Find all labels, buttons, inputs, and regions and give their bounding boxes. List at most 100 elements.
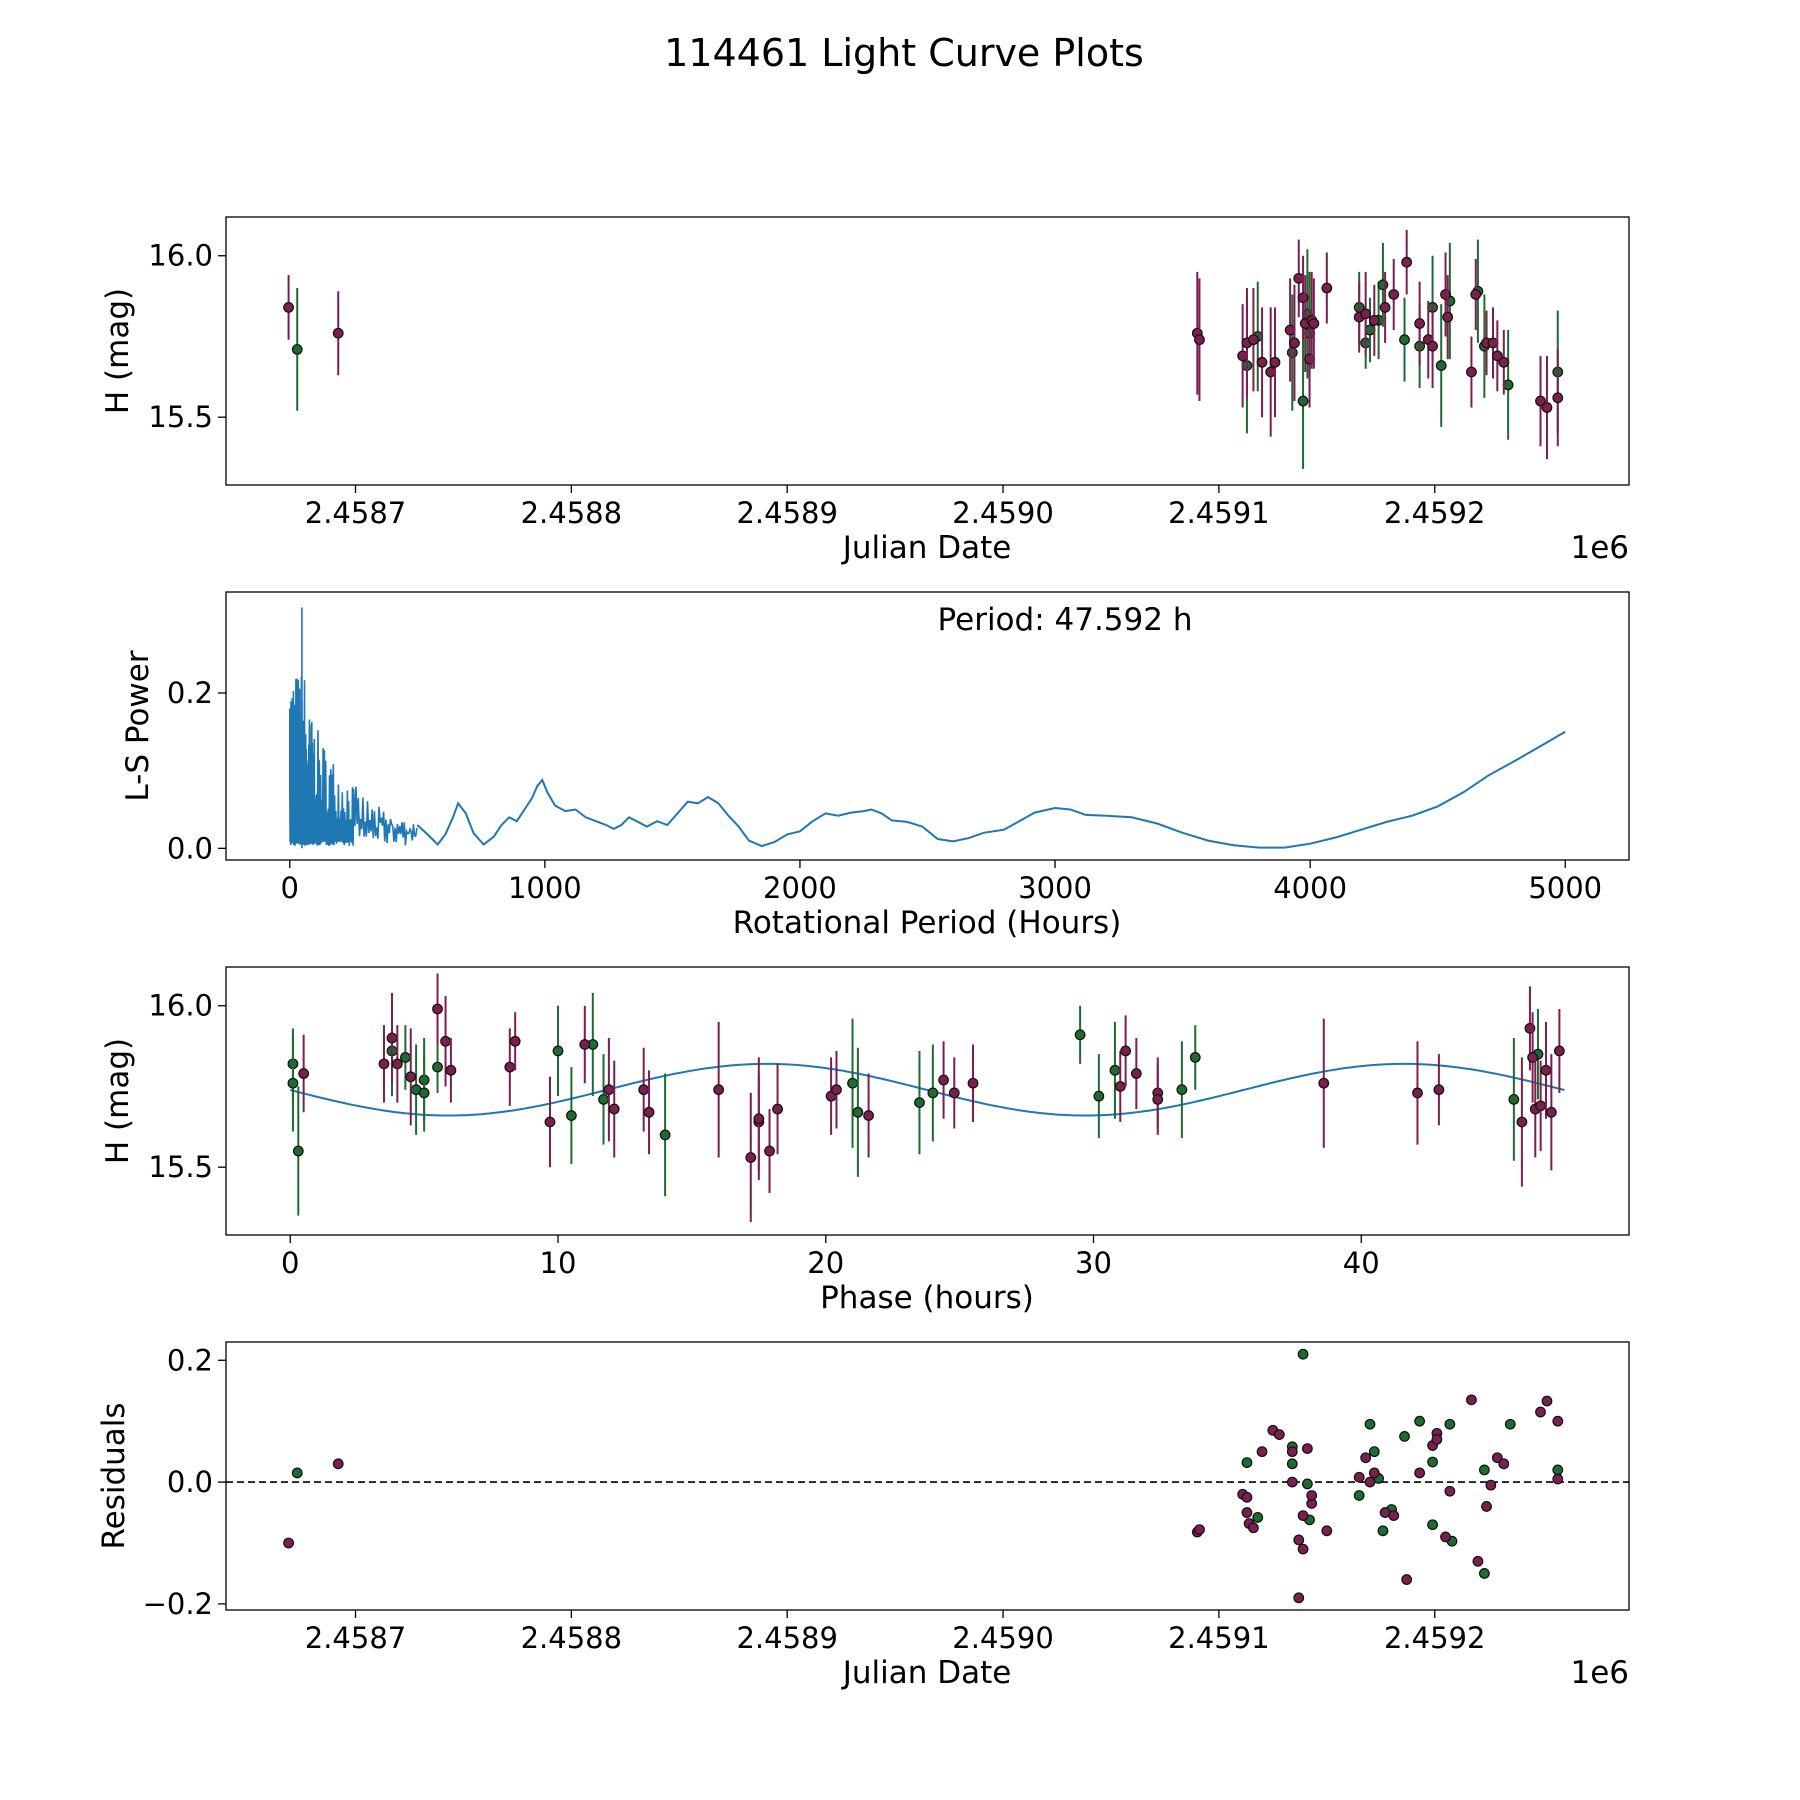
lightcurve-xtick-label: 2.4588 xyxy=(521,496,622,530)
residuals-xtick-label: 2.4591 xyxy=(1168,1621,1269,1655)
periodogram-ticks: 0 1000 2000 3000 4000 5000 0.0 0.2 xyxy=(167,676,1602,905)
lightcurve-point-r xyxy=(1321,282,1333,294)
phased-point-r xyxy=(967,1077,979,1089)
residuals-point-g xyxy=(1478,1568,1490,1579)
lightcurve-point-r xyxy=(1248,334,1259,346)
residuals-point-g xyxy=(1504,1418,1516,1430)
lightcurve-point-r xyxy=(1466,366,1477,378)
periodogram-frame xyxy=(225,591,1630,861)
lightcurve-data xyxy=(283,229,1564,469)
lightcurve-ytick-label: 15.5 xyxy=(148,400,213,434)
periodogram-xtick-label: 5000 xyxy=(1528,871,1602,905)
residuals-point-r xyxy=(332,1458,344,1470)
residuals-ytick-label: 0.2 xyxy=(167,1343,213,1377)
phased-point-r xyxy=(1114,1081,1126,1092)
phased-point-r xyxy=(764,1145,775,1157)
phased-point-g xyxy=(1093,1090,1105,1102)
residuals-point-g xyxy=(1364,1418,1376,1430)
phased-xtick-label: 10 xyxy=(540,1246,577,1280)
residuals-point-r xyxy=(1256,1446,1268,1458)
residuals-point-r xyxy=(1293,1592,1305,1604)
lightcurve-ylabel: H (mag) xyxy=(100,288,136,414)
phased-point-g xyxy=(565,1110,577,1121)
residuals-point-g xyxy=(1368,1446,1380,1458)
lightcurve-point-r xyxy=(1297,292,1309,304)
residuals-xlabel: Julian Date xyxy=(841,1655,1012,1691)
residuals-point-r xyxy=(1241,1491,1253,1503)
phased-point-r xyxy=(638,1084,650,1096)
residuals-point-r xyxy=(1306,1490,1318,1501)
phased-point-r xyxy=(1516,1116,1528,1128)
lightcurve-point-r xyxy=(1535,395,1546,407)
phased-point-r xyxy=(1540,1064,1552,1076)
phased-xtick-label: 30 xyxy=(1075,1246,1112,1280)
lightcurve-point-r xyxy=(1440,289,1451,300)
lightcurve-point-r xyxy=(1401,256,1413,268)
residuals-point-r xyxy=(1286,1476,1298,1488)
phased-point-g xyxy=(659,1129,671,1141)
lightcurve-point-r xyxy=(1414,318,1426,329)
residuals-point-r xyxy=(1321,1525,1333,1537)
residuals-xtick-label: 2.4587 xyxy=(305,1621,406,1655)
phased-point-g xyxy=(1508,1093,1520,1105)
lightcurve-panel: 2.4587 2.4588 2.4589 2.4590 2.4591 2.4592 15.5… xyxy=(100,216,1630,566)
residuals-point-g xyxy=(1353,1490,1365,1501)
phased-point-g xyxy=(1176,1084,1188,1096)
residuals-point-r xyxy=(1273,1429,1285,1440)
residuals-xtick-label: 2.4590 xyxy=(952,1621,1053,1655)
phased-point-r xyxy=(440,1035,451,1047)
phased-point-g xyxy=(552,1045,564,1057)
residuals-point-r xyxy=(1301,1443,1313,1454)
residuals-point-g xyxy=(1301,1478,1313,1490)
model-fit-curve xyxy=(290,1062,1565,1117)
phased-data xyxy=(287,973,1565,1223)
residuals-point-g xyxy=(1478,1464,1490,1476)
periodogram-data xyxy=(289,607,1566,849)
residuals-point-r xyxy=(1360,1452,1372,1464)
phased-point-r xyxy=(948,1087,960,1099)
phased-xtick-label: 0 xyxy=(281,1246,299,1280)
lightcurve-point-r xyxy=(1442,311,1454,323)
residuals-point-g xyxy=(1252,1512,1264,1523)
phased-point-r xyxy=(504,1061,516,1073)
lightcurve-point-g xyxy=(291,343,303,355)
phased-point-r xyxy=(603,1084,615,1096)
periodogram-xtick-label: 2000 xyxy=(763,871,837,905)
lightcurve-ytick-label: 16.0 xyxy=(148,239,213,273)
phased-xlabel: Phase (hours) xyxy=(820,1280,1034,1316)
phased-point-g xyxy=(432,1061,443,1073)
residuals-point-r xyxy=(1297,1510,1309,1521)
phased-point-r xyxy=(1553,1045,1565,1057)
residuals-point-r xyxy=(1414,1467,1426,1479)
phased-point-g xyxy=(399,1052,411,1063)
phased-point-g xyxy=(927,1087,939,1099)
phased-point-g xyxy=(1189,1052,1201,1063)
phased-point-r xyxy=(405,1071,417,1083)
phased-point-g xyxy=(418,1087,430,1099)
lightcurve-xtick-label: 2.4591 xyxy=(1168,496,1269,530)
residuals-point-r xyxy=(283,1537,294,1549)
lightcurve-point-r xyxy=(1256,356,1268,368)
lightcurve-point-r xyxy=(332,327,344,339)
phased-ticks: 0 10 20 30 40 15.5 16.0 xyxy=(148,989,1379,1280)
residuals-ytick-label: −0.2 xyxy=(143,1587,213,1621)
residuals-point-r xyxy=(1498,1458,1510,1470)
lightcurve-xtick-label: 2.4592 xyxy=(1384,496,1485,530)
lightcurve-point-g xyxy=(1297,395,1309,407)
residuals-xtick-label: 2.4588 xyxy=(521,1621,622,1655)
lightcurve-point-r xyxy=(1552,392,1564,404)
phased-point-r xyxy=(1433,1084,1445,1096)
phased-point-g xyxy=(1074,1029,1086,1041)
lightcurve-point-r xyxy=(1269,356,1281,368)
phased-point-g xyxy=(292,1145,304,1157)
phased-point-r xyxy=(1152,1093,1164,1105)
phased-point-r xyxy=(863,1110,874,1121)
residuals-point-g xyxy=(1241,1457,1253,1468)
phased-point-r xyxy=(938,1074,949,1086)
residuals-point-g xyxy=(1427,1456,1438,1468)
lightcurve-point-r xyxy=(1289,337,1300,349)
residuals-point-g xyxy=(1399,1431,1410,1442)
phased-point-r xyxy=(713,1084,725,1096)
lightcurve-point-r xyxy=(1308,318,1320,329)
